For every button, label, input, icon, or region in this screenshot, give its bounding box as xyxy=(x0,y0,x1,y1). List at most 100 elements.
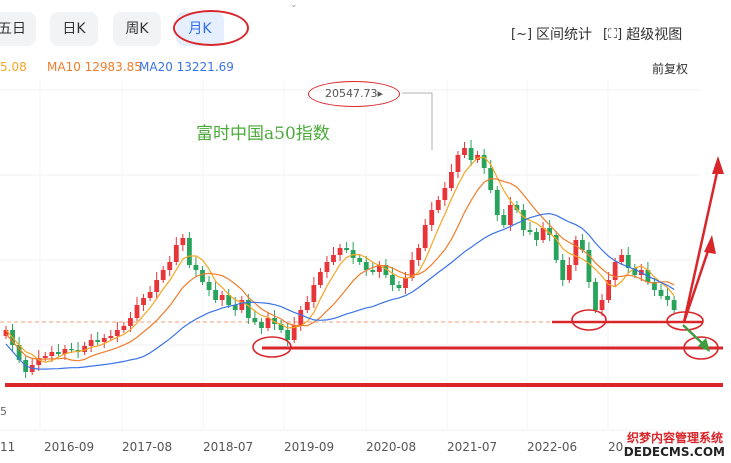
candle-body xyxy=(403,278,408,288)
candle-body xyxy=(285,330,291,340)
candle-body xyxy=(652,282,657,290)
candle-body xyxy=(409,260,415,278)
ma20-value: MA20 13221.69 xyxy=(139,60,234,74)
low-2022-circle xyxy=(571,309,607,331)
x-axis-label: 2022-06 xyxy=(527,440,578,454)
candle-body xyxy=(665,296,670,300)
candle-body xyxy=(252,318,258,322)
super-view-button[interactable]: [⛶] 超级视图 xyxy=(603,24,682,44)
candle-body xyxy=(265,318,271,328)
low-2018-circle xyxy=(252,336,292,358)
candle-body xyxy=(586,250,592,282)
candle-body xyxy=(625,255,631,268)
candle-body xyxy=(193,265,199,270)
candle-body xyxy=(101,338,107,342)
tab-five-day[interactable]: 五日 xyxy=(0,12,36,46)
candle-body xyxy=(239,300,245,310)
x-axis-label: 11 xyxy=(0,440,16,454)
chart-annotation-title: 富时中国a50指数 xyxy=(196,124,330,144)
candle-body xyxy=(154,280,160,292)
candle-body xyxy=(612,262,618,280)
candle-body xyxy=(455,155,461,172)
chevron-down-icon: ⌄ xyxy=(290,0,298,10)
candle-body xyxy=(606,280,611,300)
down-arrow-line xyxy=(682,324,705,346)
candle-body xyxy=(553,235,559,260)
arrow-right-icon: ▸ xyxy=(377,87,384,100)
candle-body xyxy=(632,268,638,275)
candle-body xyxy=(442,188,448,200)
active-tab-annotation-circle xyxy=(173,10,249,46)
candle-body xyxy=(278,324,284,330)
candle-body xyxy=(429,210,435,225)
candle-body xyxy=(344,248,349,250)
candle-body xyxy=(376,265,382,272)
candle-body xyxy=(593,282,598,310)
x-axis-label: 2016-09 xyxy=(44,440,95,454)
candle-body xyxy=(514,205,520,210)
candle-body xyxy=(619,255,625,262)
candle-body xyxy=(42,356,48,358)
candle-body xyxy=(540,228,546,240)
x-axis-label: 20 xyxy=(608,440,624,454)
candle-body xyxy=(82,346,87,352)
peak-leader-line xyxy=(402,92,433,150)
candle-body xyxy=(272,318,277,324)
candle-body xyxy=(501,215,507,225)
candle-body xyxy=(534,232,539,240)
candle-body xyxy=(134,305,140,318)
x-axis-label: 2018-07 xyxy=(203,440,254,454)
candle-body xyxy=(180,238,186,245)
chart-grid xyxy=(0,80,700,431)
tab-day-k-label: 日K xyxy=(62,21,86,37)
tab-day-k[interactable]: 日K xyxy=(50,12,98,46)
adjust-mode-toggle[interactable]: 前复权 xyxy=(651,62,688,76)
candle-body xyxy=(494,190,500,215)
candle-body xyxy=(547,228,553,235)
watermark-line1: 织梦内容管理系统 xyxy=(626,431,723,445)
tab-five-day-label: 五日 xyxy=(0,21,26,37)
ma5-line xyxy=(5,156,675,363)
x-axis-label: 2021-07 xyxy=(447,440,498,454)
candle-body xyxy=(259,322,264,328)
candle-body xyxy=(56,352,61,354)
down-arrowhead xyxy=(698,338,710,352)
candle-body xyxy=(108,336,114,338)
candle-body xyxy=(580,240,585,250)
range-stat-button[interactable]: [~] 区间统计 xyxy=(511,24,592,44)
candle-body xyxy=(219,295,225,300)
candle-body xyxy=(357,258,363,262)
candle-body xyxy=(468,148,474,160)
x-axis-label: 2020-08 xyxy=(366,440,417,454)
super-view-icon: [⛶] xyxy=(603,26,623,42)
range-stat-label: 区间统计 xyxy=(536,27,593,43)
candle-body xyxy=(507,205,513,225)
candle-body xyxy=(16,345,22,360)
candle-body xyxy=(3,330,9,336)
candle-body xyxy=(206,282,212,290)
candle-body xyxy=(527,230,533,232)
candle-body xyxy=(304,302,310,310)
candle-body xyxy=(88,340,94,346)
tab-week-k[interactable]: 周K xyxy=(113,12,161,46)
candle-body xyxy=(573,240,579,265)
up-arrow-line-2 xyxy=(682,244,712,323)
candle-body xyxy=(291,325,297,340)
ma10-line xyxy=(5,177,675,362)
candle-body xyxy=(232,305,238,310)
candle-body xyxy=(167,262,173,270)
candle-body xyxy=(318,272,323,285)
candle-body xyxy=(462,148,467,155)
candle-body xyxy=(599,300,605,310)
candle-body xyxy=(95,340,101,342)
candle-body xyxy=(49,352,55,356)
candle-body xyxy=(213,290,218,300)
candle-body xyxy=(560,260,566,280)
x-axis-label: 2017-08 xyxy=(122,440,173,454)
candles-group xyxy=(3,140,677,378)
range-stat-icon: [~] xyxy=(511,26,533,42)
candle-body xyxy=(114,330,120,336)
candle-body xyxy=(226,295,232,305)
candle-body xyxy=(390,275,395,285)
